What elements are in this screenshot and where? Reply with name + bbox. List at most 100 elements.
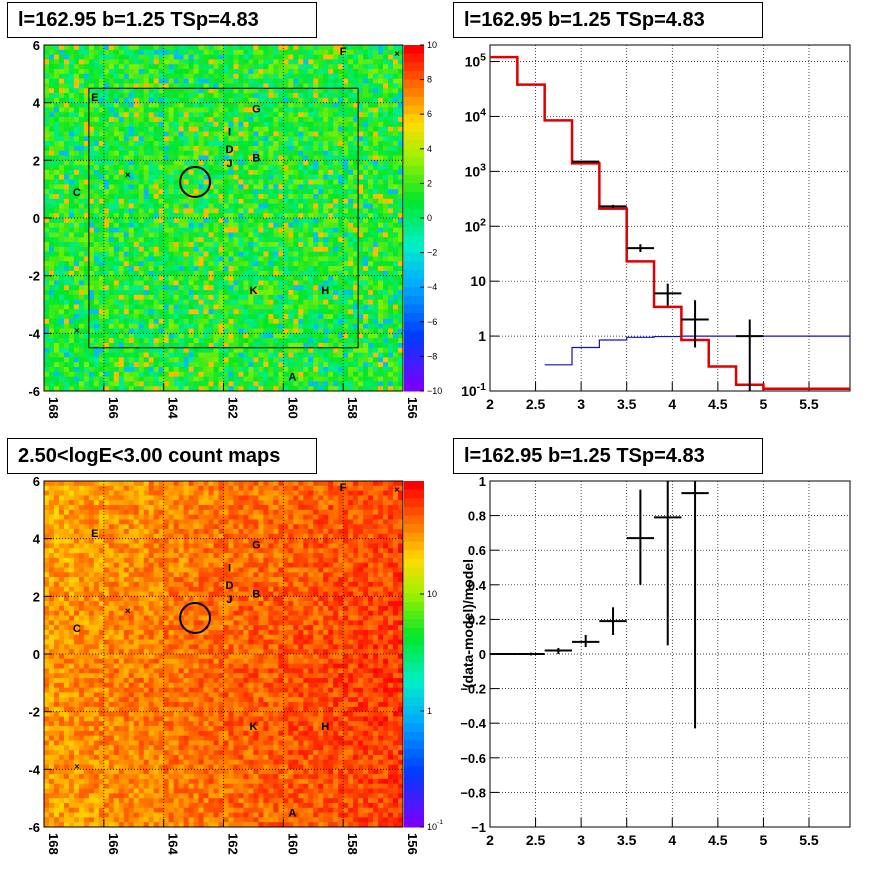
tl-pixel (113, 193, 120, 200)
tl-pixel (338, 285, 344, 291)
tl-pixel (368, 208, 374, 214)
tl-pixel (168, 97, 174, 103)
tl-pixel (263, 169, 269, 176)
tl-pixel (193, 64, 199, 70)
tl-pixel (48, 169, 55, 176)
tl-pixel (68, 290, 75, 296)
tl-pixel (253, 160, 259, 166)
tl-pixel (223, 208, 229, 214)
tl-pixel (303, 304, 309, 310)
tl-pixel (103, 275, 110, 281)
tl-pixel (223, 261, 229, 267)
tl-pixel (283, 78, 289, 84)
tl-pixel (373, 290, 379, 296)
tl-pixel (218, 54, 224, 60)
tl-pixel (298, 294, 304, 300)
tl-pixel (103, 371, 110, 377)
tl-pixel (203, 323, 209, 329)
tl-pixel (208, 222, 214, 228)
tl-pixel (188, 246, 194, 252)
tl-pixel (268, 362, 274, 368)
tl-pixel (278, 386, 284, 392)
tl-pixel (53, 290, 60, 296)
tl-pixel (298, 198, 304, 204)
tl-pixel (323, 165, 329, 171)
tl-pixel (283, 256, 289, 262)
tl-pixel (333, 54, 339, 60)
tl-pixel (263, 275, 269, 281)
tl-pixel (63, 64, 70, 70)
tl-pixel (168, 333, 174, 339)
tl-pixel (158, 285, 164, 291)
tl-pixel (263, 203, 269, 209)
tl-pixel (123, 117, 130, 123)
tl-pixel (298, 333, 304, 339)
tl-pixel (233, 222, 239, 228)
tl-pixel (63, 222, 70, 228)
tl-pixel (108, 352, 115, 358)
tl-pixel (253, 371, 259, 377)
tl-pixel (208, 208, 214, 214)
tl-pixel (233, 193, 239, 200)
tl-pixel (258, 59, 264, 65)
tl-pixel (213, 160, 219, 166)
tl-pixel (188, 290, 194, 296)
tl-pixel (98, 193, 105, 200)
tl-pixel (88, 83, 95, 89)
tl-pixel (293, 280, 299, 286)
tl-pixel (103, 222, 110, 228)
tl-pixel (93, 270, 100, 276)
tl-pixel (248, 318, 254, 325)
tl-pixel (253, 69, 259, 75)
tl-pixel (93, 78, 100, 84)
tl-pixels (44, 45, 404, 392)
tl-pixel (263, 165, 269, 171)
tl-pixel (273, 165, 279, 171)
tl-pixel (268, 64, 274, 70)
tl-pixel (68, 357, 75, 363)
tl-pixel (298, 145, 304, 152)
tl-pixel (373, 198, 379, 204)
tl-pixel (248, 102, 254, 108)
tl-pixel (238, 275, 244, 281)
tl-pixel (258, 270, 264, 276)
tl-pixel (248, 309, 254, 315)
tl-pixel (283, 169, 289, 176)
tl-pixel (238, 78, 244, 84)
tl-pixel (118, 371, 125, 377)
tl-pixel (223, 78, 229, 84)
tl-pixel (78, 222, 85, 228)
tl-pixel (298, 160, 304, 166)
tl-pixel (108, 285, 115, 291)
tl-pixel (83, 73, 90, 79)
tl-pixel (358, 237, 364, 243)
tl-pixel (268, 309, 274, 315)
tl-pixel (183, 333, 189, 339)
tl-pixel (213, 59, 219, 65)
tl-pixel (338, 88, 344, 94)
tl-pixel (44, 376, 50, 382)
tl-pixel (338, 213, 344, 219)
tl-pixel (108, 333, 115, 339)
tl-pixel (128, 275, 135, 281)
tl-pixel (223, 97, 229, 103)
tl-pixel (138, 136, 145, 142)
tl-pixel (243, 261, 249, 267)
tl-pixel (368, 83, 374, 89)
tl-pixel (208, 117, 214, 123)
tl-pixel (88, 150, 95, 156)
tl-pixel (198, 54, 204, 60)
tl-pixel (373, 357, 379, 363)
tl-pixel (243, 189, 249, 195)
tl-pixel (113, 198, 120, 204)
tl-pixel (143, 371, 150, 377)
tl-pixel (268, 222, 274, 228)
tl-pixel (53, 342, 60, 349)
tl-pixel (183, 49, 189, 55)
tl-pixel (353, 333, 359, 339)
tl-pixel (378, 318, 384, 325)
tl-pixel (258, 179, 264, 185)
tl-pixel (158, 184, 164, 190)
tl-pixel (338, 299, 344, 305)
tl-pixel (83, 102, 90, 108)
